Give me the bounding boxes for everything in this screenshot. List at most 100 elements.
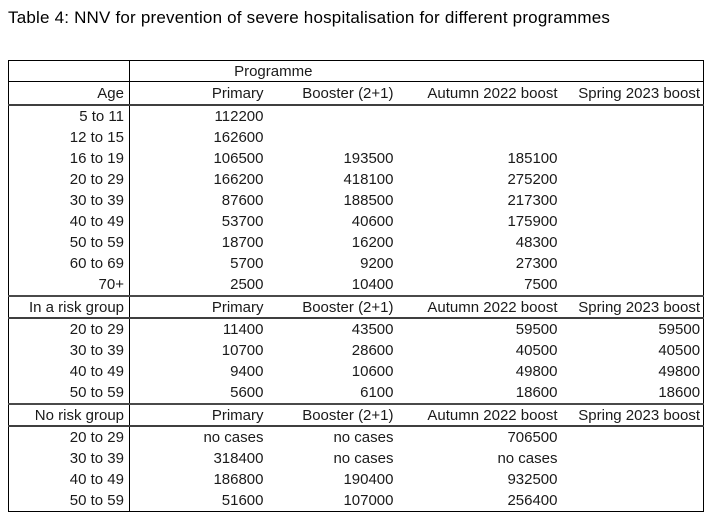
- age-cell: 50 to 59: [8, 382, 130, 404]
- value-cell: 190400: [343, 471, 394, 488]
- value-cell: 87600: [221, 192, 264, 209]
- value-cell: 318400: [213, 450, 264, 467]
- age-cell: 70+: [8, 274, 130, 296]
- value-cell: no cases: [203, 429, 264, 446]
- age-cell: 20 to 29: [8, 318, 130, 340]
- value-cell: [566, 448, 704, 469]
- value-cell: [566, 490, 704, 512]
- age-cell: 12 to 15: [8, 127, 130, 148]
- value-cell: 10600: [351, 363, 394, 380]
- age-column-header: Age: [8, 81, 130, 106]
- value-cell: 186800: [213, 471, 264, 488]
- value-cell: 107000: [343, 492, 394, 509]
- age-cell: 60 to 69: [8, 253, 130, 274]
- section-column-header-cell: Spring 2023 boost: [565, 403, 704, 427]
- value-cell: 40500: [658, 342, 701, 359]
- value-cell: 10400: [351, 276, 394, 293]
- value-cell: 185100: [507, 150, 558, 167]
- programme-column-header: Primary: [129, 81, 272, 106]
- value-cell: 706500: [507, 429, 558, 446]
- value-cell: no cases: [497, 450, 558, 467]
- section-column-header-cell: Booster (2+1): [271, 403, 402, 427]
- value-cell: 106500: [213, 150, 264, 167]
- programme-row-empty-cell: [8, 60, 130, 82]
- value-cell: 49800: [658, 363, 701, 380]
- table-row: 20 to 29 166200 418100 275200: [8, 169, 704, 190]
- programme-label: Programme: [234, 62, 313, 80]
- programme-column-header: Autumn 2022 boost: [401, 81, 566, 106]
- value-cell: 256400: [507, 492, 558, 509]
- value-cell: 28600: [351, 342, 394, 359]
- value-cell: 40600: [351, 213, 394, 230]
- value-cell: 9200: [360, 255, 394, 272]
- section-column-header-cell: Autumn 2022 boost: [401, 403, 566, 427]
- value-cell: [566, 190, 704, 211]
- value-cell: [566, 211, 704, 232]
- value-cell: 10700: [221, 342, 264, 359]
- value-cell: [402, 105, 566, 127]
- value-cell: [566, 105, 704, 127]
- age-cell: 40 to 49: [8, 469, 130, 490]
- age-cell: 30 to 39: [8, 340, 130, 361]
- value-cell: 5700: [230, 255, 264, 272]
- value-cell: 18600: [515, 384, 558, 401]
- value-cell: 48300: [515, 234, 558, 251]
- value-cell: 27300: [515, 255, 558, 272]
- value-cell: 193500: [343, 150, 394, 167]
- value-cell: [402, 127, 566, 148]
- column-header-row: Age Primary Booster (2+1) Autumn 2022 boost…: [8, 81, 704, 106]
- table-row: 60 to 69 5700 9200 27300: [8, 253, 704, 274]
- value-cell: 188500: [343, 192, 394, 209]
- value-cell: 175900: [507, 213, 558, 230]
- age-cell: 5 to 11: [8, 105, 130, 127]
- value-cell: 11400: [222, 321, 264, 338]
- table-row: 40 to 49 186800 190400 932500: [8, 469, 704, 490]
- value-cell: 18700: [221, 234, 264, 251]
- section-label-cell: No risk group: [8, 403, 130, 427]
- value-cell: 49800: [515, 363, 558, 380]
- value-cell: 5600: [230, 384, 264, 401]
- age-cell: 50 to 59: [8, 490, 130, 512]
- section-column-header-cell: Primary: [129, 295, 272, 319]
- age-cell: 40 to 49: [8, 211, 130, 232]
- section-header-row: In a risk group Primary Booster (2+1) Autum…: [8, 295, 704, 319]
- age-cell: 30 to 39: [8, 448, 130, 469]
- table-row: 5 to 11 112200: [8, 105, 704, 127]
- value-cell: 2500: [230, 276, 264, 293]
- value-cell: 932500: [507, 471, 558, 488]
- value-cell: [566, 426, 704, 448]
- age-cell: 50 to 59: [8, 232, 130, 253]
- age-cell: 20 to 29: [8, 426, 130, 448]
- value-cell: [566, 169, 704, 190]
- age-cell: 20 to 29: [8, 169, 130, 190]
- table-row: 16 to 19 106500 193500 185100: [8, 148, 704, 169]
- value-cell: 43500: [351, 321, 394, 338]
- value-cell: 40500: [515, 342, 558, 359]
- section-label-cell: In a risk group: [8, 295, 130, 319]
- section-column-header-cell: Spring 2023 boost: [565, 295, 704, 319]
- age-cell: 16 to 19: [8, 148, 130, 169]
- section-column-header-cell: Booster (2+1): [271, 295, 402, 319]
- value-cell: 418100: [343, 171, 394, 188]
- programme-span-cell: Programme: [129, 60, 704, 82]
- value-cell: 217300: [507, 192, 558, 209]
- table-title: Table 4: NNV for prevention of severe ho…: [8, 8, 611, 27]
- table-row: 20 to 29 no cases no cases 706500: [8, 426, 704, 448]
- age-cell: 40 to 49: [8, 361, 130, 382]
- programme-column-header: Booster (2+1): [271, 81, 402, 106]
- nnv-table: Programme Age Primary Booster (2+1) Autumn …: [8, 60, 705, 512]
- table-row: 30 to 39 10700 28600 40500 40500: [8, 340, 704, 361]
- section-header-row: No risk group Primary Booster (2+1) Autumn …: [8, 403, 704, 427]
- value-cell: 59500: [658, 321, 701, 338]
- value-cell: 59500: [515, 321, 558, 338]
- table-row: 12 to 15 162600: [8, 127, 704, 148]
- value-cell: [566, 469, 704, 490]
- table-row: 30 to 39 87600 188500 217300: [8, 190, 704, 211]
- value-cell: 9400: [230, 363, 264, 380]
- programme-header-row: Programme: [8, 60, 704, 82]
- value-cell: 7500: [524, 276, 558, 293]
- value-cell: no cases: [333, 429, 394, 446]
- section-column-header-cell: Autumn 2022 boost: [401, 295, 566, 319]
- value-cell: 162600: [213, 129, 264, 146]
- value-cell: no cases: [333, 450, 394, 467]
